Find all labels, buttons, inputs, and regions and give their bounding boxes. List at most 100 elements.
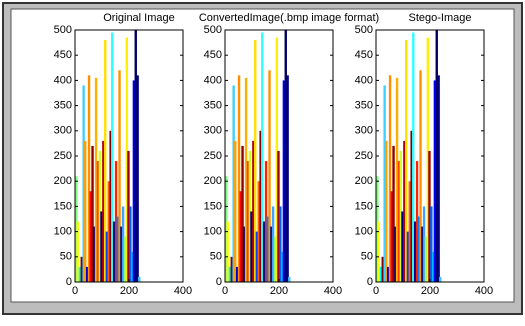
y-tick-label: 400 xyxy=(204,74,222,86)
y-tick-label: 350 xyxy=(204,100,222,112)
bar xyxy=(395,77,399,282)
bar xyxy=(96,161,100,282)
bar xyxy=(112,221,116,282)
bar xyxy=(116,216,119,282)
bar xyxy=(123,236,127,282)
bar xyxy=(397,161,401,282)
y-tick-label: 150 xyxy=(54,200,72,212)
bar xyxy=(127,150,130,282)
bar xyxy=(266,216,269,282)
bar xyxy=(114,161,118,282)
bar xyxy=(104,40,107,282)
bar xyxy=(234,140,237,282)
bar xyxy=(76,221,79,282)
bar xyxy=(403,140,406,282)
y-tick-label: 150 xyxy=(204,200,222,212)
bar xyxy=(270,226,273,282)
bar xyxy=(232,85,235,282)
bar xyxy=(408,181,411,282)
y-tick-label: 400 xyxy=(355,74,373,86)
bar xyxy=(392,145,395,282)
bar xyxy=(102,140,105,282)
bar xyxy=(230,256,233,282)
bar xyxy=(432,251,435,282)
bar xyxy=(284,30,287,282)
bar xyxy=(226,221,229,282)
y-tick-label: 200 xyxy=(204,175,222,187)
bar xyxy=(390,191,393,282)
y-tick-label: 50 xyxy=(60,251,72,263)
bar xyxy=(261,32,264,282)
bar xyxy=(277,150,280,282)
bar xyxy=(381,256,384,282)
bar xyxy=(424,236,428,282)
y-tick-label: 450 xyxy=(355,49,373,61)
bar xyxy=(105,231,109,282)
chart-title: Stego-Image xyxy=(409,12,472,24)
bar xyxy=(85,266,89,282)
bar xyxy=(121,206,125,282)
bar xyxy=(248,150,252,282)
x-tick-label: 400 xyxy=(324,285,342,297)
bar xyxy=(388,75,392,282)
bar xyxy=(435,30,438,282)
bar xyxy=(426,37,430,283)
bar xyxy=(100,211,103,282)
y-tick-label: 300 xyxy=(355,125,373,137)
y-tick-label: 400 xyxy=(54,74,72,86)
x-tick-label: 400 xyxy=(475,285,493,297)
y-tick-label: 300 xyxy=(54,125,72,137)
y-tick-label: 100 xyxy=(204,226,222,238)
bar xyxy=(82,85,85,282)
bar xyxy=(410,130,413,282)
bar xyxy=(437,75,440,282)
bar xyxy=(107,181,110,282)
bar xyxy=(136,75,139,282)
y-tick-label: 250 xyxy=(54,150,72,162)
bar xyxy=(246,161,250,282)
bar xyxy=(111,32,114,282)
bar xyxy=(125,37,129,283)
bar xyxy=(84,140,87,282)
bar xyxy=(250,211,253,282)
bar xyxy=(433,80,437,283)
bar xyxy=(413,221,417,282)
bar xyxy=(98,150,102,282)
bar xyxy=(271,206,275,282)
bar xyxy=(235,266,239,282)
y-tick-label: 200 xyxy=(355,175,373,187)
bar xyxy=(282,80,286,283)
bar xyxy=(239,191,242,282)
x-tick-label: 200 xyxy=(421,285,439,297)
bar xyxy=(131,251,134,282)
chart-title: ConvertedImage(.bmp image format) xyxy=(199,12,379,24)
bar xyxy=(78,266,82,282)
y-tick-label: 500 xyxy=(355,24,373,36)
bar xyxy=(237,75,241,282)
bar xyxy=(89,191,92,282)
bar xyxy=(401,211,404,282)
y-tick-label: 50 xyxy=(210,251,222,263)
bar xyxy=(134,30,137,282)
bar xyxy=(428,150,431,282)
bar xyxy=(257,181,260,282)
bar xyxy=(286,75,289,282)
bar xyxy=(394,226,397,282)
bar xyxy=(243,226,246,282)
x-tick-label: 0 xyxy=(373,285,379,297)
bar xyxy=(228,266,232,282)
y-tick-label: 500 xyxy=(204,24,222,36)
x-tick-label: 200 xyxy=(270,285,288,297)
bar xyxy=(288,276,291,282)
y-tick-label: 50 xyxy=(361,251,373,263)
bar xyxy=(120,226,123,282)
chart-title: Original Image xyxy=(103,12,175,24)
bar xyxy=(422,206,426,282)
y-tick-label: 350 xyxy=(54,100,72,112)
bar xyxy=(264,161,268,282)
y-tick-label: 300 xyxy=(204,125,222,137)
bar xyxy=(417,216,420,282)
y-tick-label: 350 xyxy=(355,100,373,112)
y-tick-label: 200 xyxy=(54,175,72,187)
